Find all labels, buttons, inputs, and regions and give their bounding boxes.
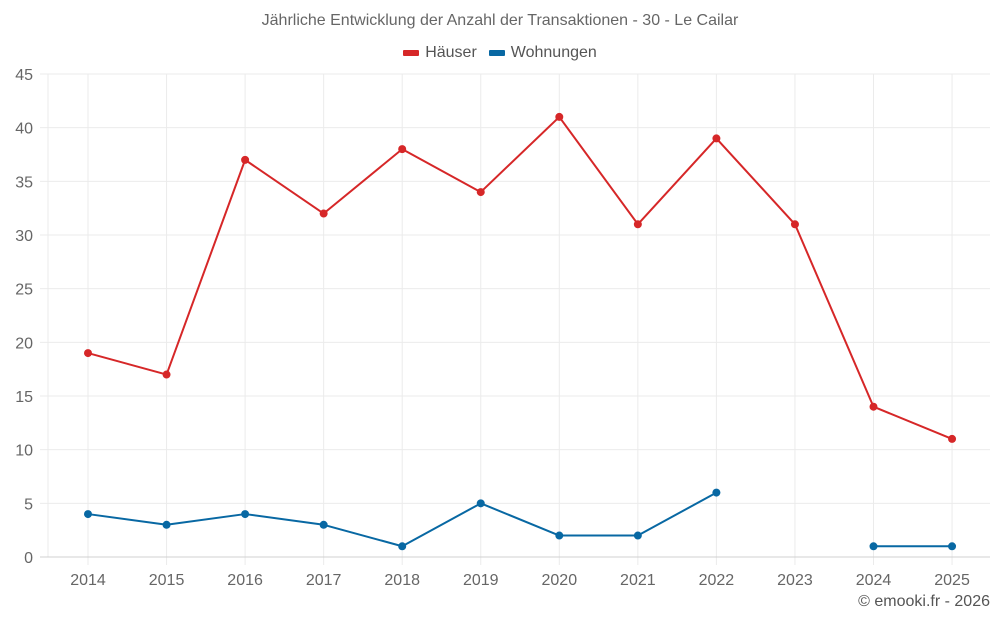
data-point[interactable]	[869, 402, 878, 411]
legend-swatch-houses-icon	[403, 50, 420, 56]
chart-title: Jährliche Entwicklung der Anzahl der Tra…	[261, 12, 739, 29]
series-apartments	[84, 488, 957, 551]
y-tick-label: 0	[24, 550, 33, 567]
data-point[interactable]	[712, 134, 721, 143]
data-point[interactable]	[241, 510, 250, 519]
data-point[interactable]	[162, 520, 171, 529]
data-point[interactable]	[319, 520, 328, 529]
x-tick-label: 2019	[463, 572, 499, 589]
data-point[interactable]	[948, 542, 957, 551]
data-point[interactable]	[712, 488, 721, 497]
data-point[interactable]	[633, 220, 642, 229]
legend-label-houses: Häuser	[425, 44, 477, 61]
legend-swatch-apartments-icon	[488, 50, 505, 56]
x-tick-label: 2016	[227, 572, 263, 589]
data-point[interactable]	[319, 209, 328, 218]
series-houses	[84, 112, 957, 443]
x-tick-label: 2018	[384, 572, 420, 589]
x-tick-label: 2015	[149, 572, 185, 589]
data-point[interactable]	[476, 188, 485, 197]
data-point[interactable]	[790, 220, 799, 229]
data-point[interactable]	[84, 510, 92, 519]
data-point[interactable]	[555, 531, 564, 540]
y-tick-label: 40	[15, 121, 33, 138]
x-tick-label: 2024	[856, 572, 892, 589]
footer-credit: © emooki.fr - 2026	[858, 593, 990, 610]
y-tick-label: 20	[15, 335, 33, 352]
x-tick-label: 2014	[70, 572, 106, 589]
x-tick-label: 2020	[542, 572, 578, 589]
data-point[interactable]	[162, 370, 171, 379]
y-tick-label: 10	[15, 443, 33, 460]
data-point[interactable]	[398, 542, 407, 551]
x-tick-label: 2022	[699, 572, 735, 589]
y-tick-label: 35	[15, 174, 33, 191]
x-tick-label: 2021	[620, 572, 656, 589]
y-gridlines	[40, 73, 990, 504]
data-point[interactable]	[241, 155, 250, 164]
y-axis-ticks: 0 5 10 15 20 25 30 35 40 45	[15, 67, 33, 567]
legend: Häuser Wohnungen	[0, 44, 1000, 62]
x-tick-label: 2017	[306, 572, 342, 589]
x-tick-label: 2023	[777, 572, 813, 589]
data-point[interactable]	[633, 531, 642, 540]
data-point[interactable]	[476, 499, 485, 508]
y-tick-label: 5	[24, 496, 33, 513]
y-tick-label: 15	[15, 389, 33, 406]
series-lines	[84, 112, 957, 551]
data-point[interactable]	[398, 145, 407, 154]
y-tick-label: 25	[15, 282, 33, 299]
data-point[interactable]	[948, 434, 957, 443]
y-tick-label: 45	[15, 67, 33, 84]
legend-item-apartments[interactable]: Wohnungen	[488, 44, 597, 62]
x-gridlines	[47, 74, 953, 565]
data-point[interactable]	[84, 349, 92, 358]
data-point[interactable]	[555, 112, 564, 121]
x-tick-label: 2025	[934, 572, 970, 589]
x-axis-ticks: 2014 2015 2016 2017 2018 2019 2020 2021 2022 2023…	[70, 572, 970, 589]
data-point[interactable]	[869, 542, 878, 551]
y-tick-label: 30	[15, 228, 33, 245]
legend-label-apartments: Wohnungen	[510, 44, 597, 61]
legend-item-houses[interactable]: Häuser	[403, 44, 477, 62]
